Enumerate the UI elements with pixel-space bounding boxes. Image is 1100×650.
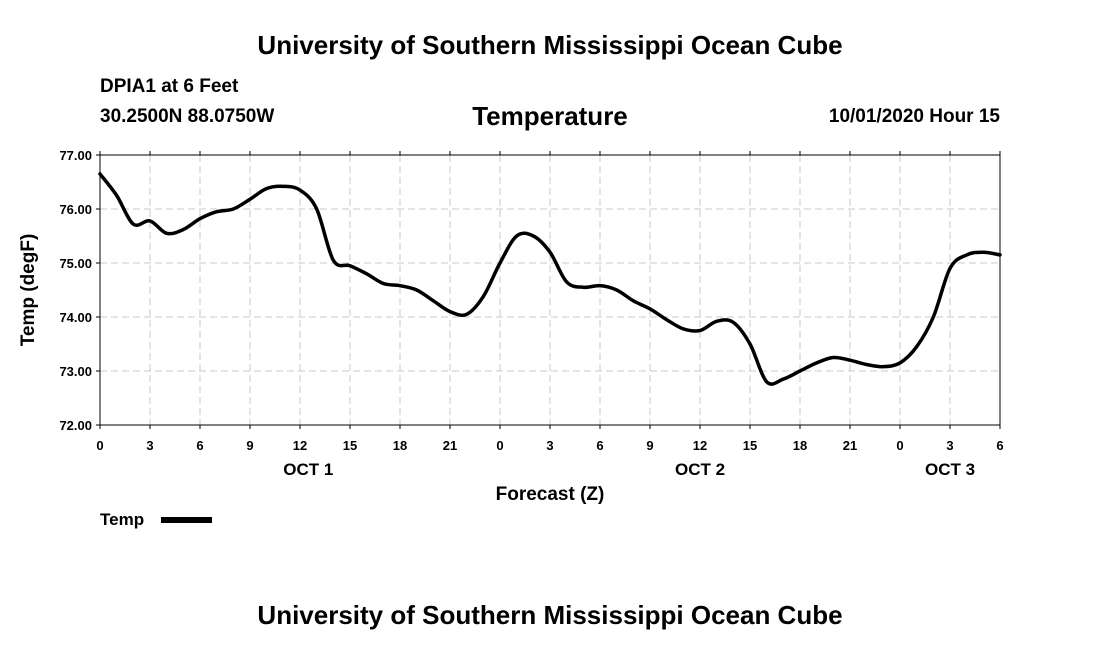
temp-data-point — [215, 210, 219, 214]
temp-data-point — [98, 172, 102, 176]
temp-data-point — [615, 288, 619, 292]
temp-data-point — [331, 258, 335, 262]
temp-data-point — [465, 312, 469, 316]
y-tick-label: 74.00 — [59, 310, 92, 325]
x-tick-label: 12 — [293, 438, 307, 453]
temp-data-point — [165, 231, 169, 235]
temp-data-point — [698, 329, 702, 332]
footer-title: University of Southern Mississippi Ocean… — [257, 600, 843, 630]
temp-data-point — [131, 222, 135, 226]
temp-data-point — [498, 261, 502, 265]
grid-lines — [100, 155, 1000, 425]
y-tick-label: 73.00 — [59, 364, 92, 379]
x-tick-label: 12 — [693, 438, 707, 453]
temp-data-point — [481, 294, 485, 298]
x-tick-label: 21 — [843, 438, 857, 453]
x-axis-label: Forecast (Z) — [496, 484, 605, 505]
x-tick-label: 3 — [946, 438, 953, 453]
day-label: OCT 2 — [675, 460, 725, 479]
temp-data-point — [348, 264, 352, 268]
x-tick-label: 15 — [743, 438, 757, 453]
x-tick-label: 3 — [146, 438, 153, 453]
y-tick-label: 72.00 — [59, 418, 92, 433]
x-tick-label: 0 — [896, 438, 903, 453]
legend-label: Temp — [100, 510, 144, 529]
x-tick-label: 9 — [646, 438, 653, 453]
temp-data-point — [848, 358, 852, 362]
temp-data-point — [581, 285, 585, 289]
day-label: OCT 1 — [283, 460, 333, 479]
temp-data-point — [815, 361, 819, 365]
temp-data-point — [798, 369, 802, 373]
temp-data-point — [998, 253, 1002, 257]
x-tick-label: 18 — [393, 438, 407, 453]
x-tick-label: 0 — [496, 438, 503, 453]
y-tick-label: 77.00 — [59, 148, 92, 163]
y-axis: 72.00 73.00 74.00 75.00 76.00 77.00 — [59, 148, 100, 433]
temp-data-point — [415, 288, 419, 292]
temp-data-point — [298, 188, 302, 192]
temp-data-point — [448, 310, 452, 314]
temp-data-point — [515, 234, 519, 238]
x-axis: 0 3 6 9 12 15 18 21 0 3 6 9 12 15 18 21 0 3 6 — [96, 151, 1004, 453]
temp-data-point — [248, 197, 252, 201]
station-label: DPIA1 at 6 Feet — [100, 76, 239, 97]
x-tick-label: 9 — [246, 438, 253, 453]
temp-data-point — [915, 345, 919, 349]
temp-data-point — [548, 250, 552, 254]
temp-data-point — [281, 184, 285, 188]
temp-data-point — [198, 217, 202, 221]
temp-data-point — [381, 282, 385, 286]
temp-data-point — [565, 280, 569, 284]
temp-data-point — [731, 320, 735, 324]
temp-data-point — [748, 342, 752, 346]
temp-data-point — [881, 365, 885, 369]
x-tick-label: 6 — [596, 438, 603, 453]
x-tick-label: 18 — [793, 438, 807, 453]
temp-data-point — [431, 299, 435, 303]
x-tick-label: 0 — [96, 438, 103, 453]
coordinates-label: 30.2500N 88.0750W — [100, 106, 275, 127]
temp-data-point — [981, 250, 985, 254]
temp-data-point — [765, 380, 769, 384]
x-tick-label: 6 — [196, 438, 203, 453]
forecast-datetime: 10/01/2020 Hour 15 — [828, 106, 1000, 127]
day-label: OCT 3 — [925, 460, 975, 479]
temp-data-point — [781, 377, 785, 381]
x-tick-label: 6 — [996, 438, 1003, 453]
temp-data-point — [531, 234, 535, 238]
temp-data-point — [931, 315, 935, 319]
y-tick-label: 76.00 — [59, 202, 92, 217]
temp-data-point — [898, 361, 902, 365]
temp-data-point — [315, 207, 319, 211]
temp-data-points — [98, 172, 1002, 384]
temp-data-point — [148, 219, 152, 223]
temp-data-point — [965, 253, 969, 257]
temp-data-point — [265, 186, 269, 190]
temp-data-point — [865, 363, 869, 367]
chart-title: Temperature — [472, 101, 628, 131]
temp-data-point — [831, 356, 835, 359]
temp-data-point — [631, 299, 635, 303]
page-title: University of Southern Mississippi Ocean… — [257, 30, 843, 60]
temp-data-point — [715, 319, 719, 323]
temp-data-point — [648, 307, 652, 311]
temp-data-point — [115, 194, 119, 197]
day-labels: OCT 1 OCT 2 OCT 3 — [283, 460, 975, 479]
temp-data-point — [665, 318, 669, 322]
x-tick-label: 3 — [546, 438, 553, 453]
temp-data-point — [181, 228, 185, 232]
temp-data-point — [398, 284, 402, 288]
y-axis-label: Temp (degF) — [18, 234, 39, 347]
temp-data-point — [598, 284, 602, 288]
x-tick-label: 15 — [343, 438, 357, 453]
temp-data-point — [231, 207, 235, 211]
y-tick-label: 75.00 — [59, 256, 92, 271]
x-tick-label: 21 — [443, 438, 457, 453]
temp-data-point — [948, 266, 952, 270]
temp-data-point — [681, 327, 685, 331]
temp-data-point — [365, 272, 369, 276]
